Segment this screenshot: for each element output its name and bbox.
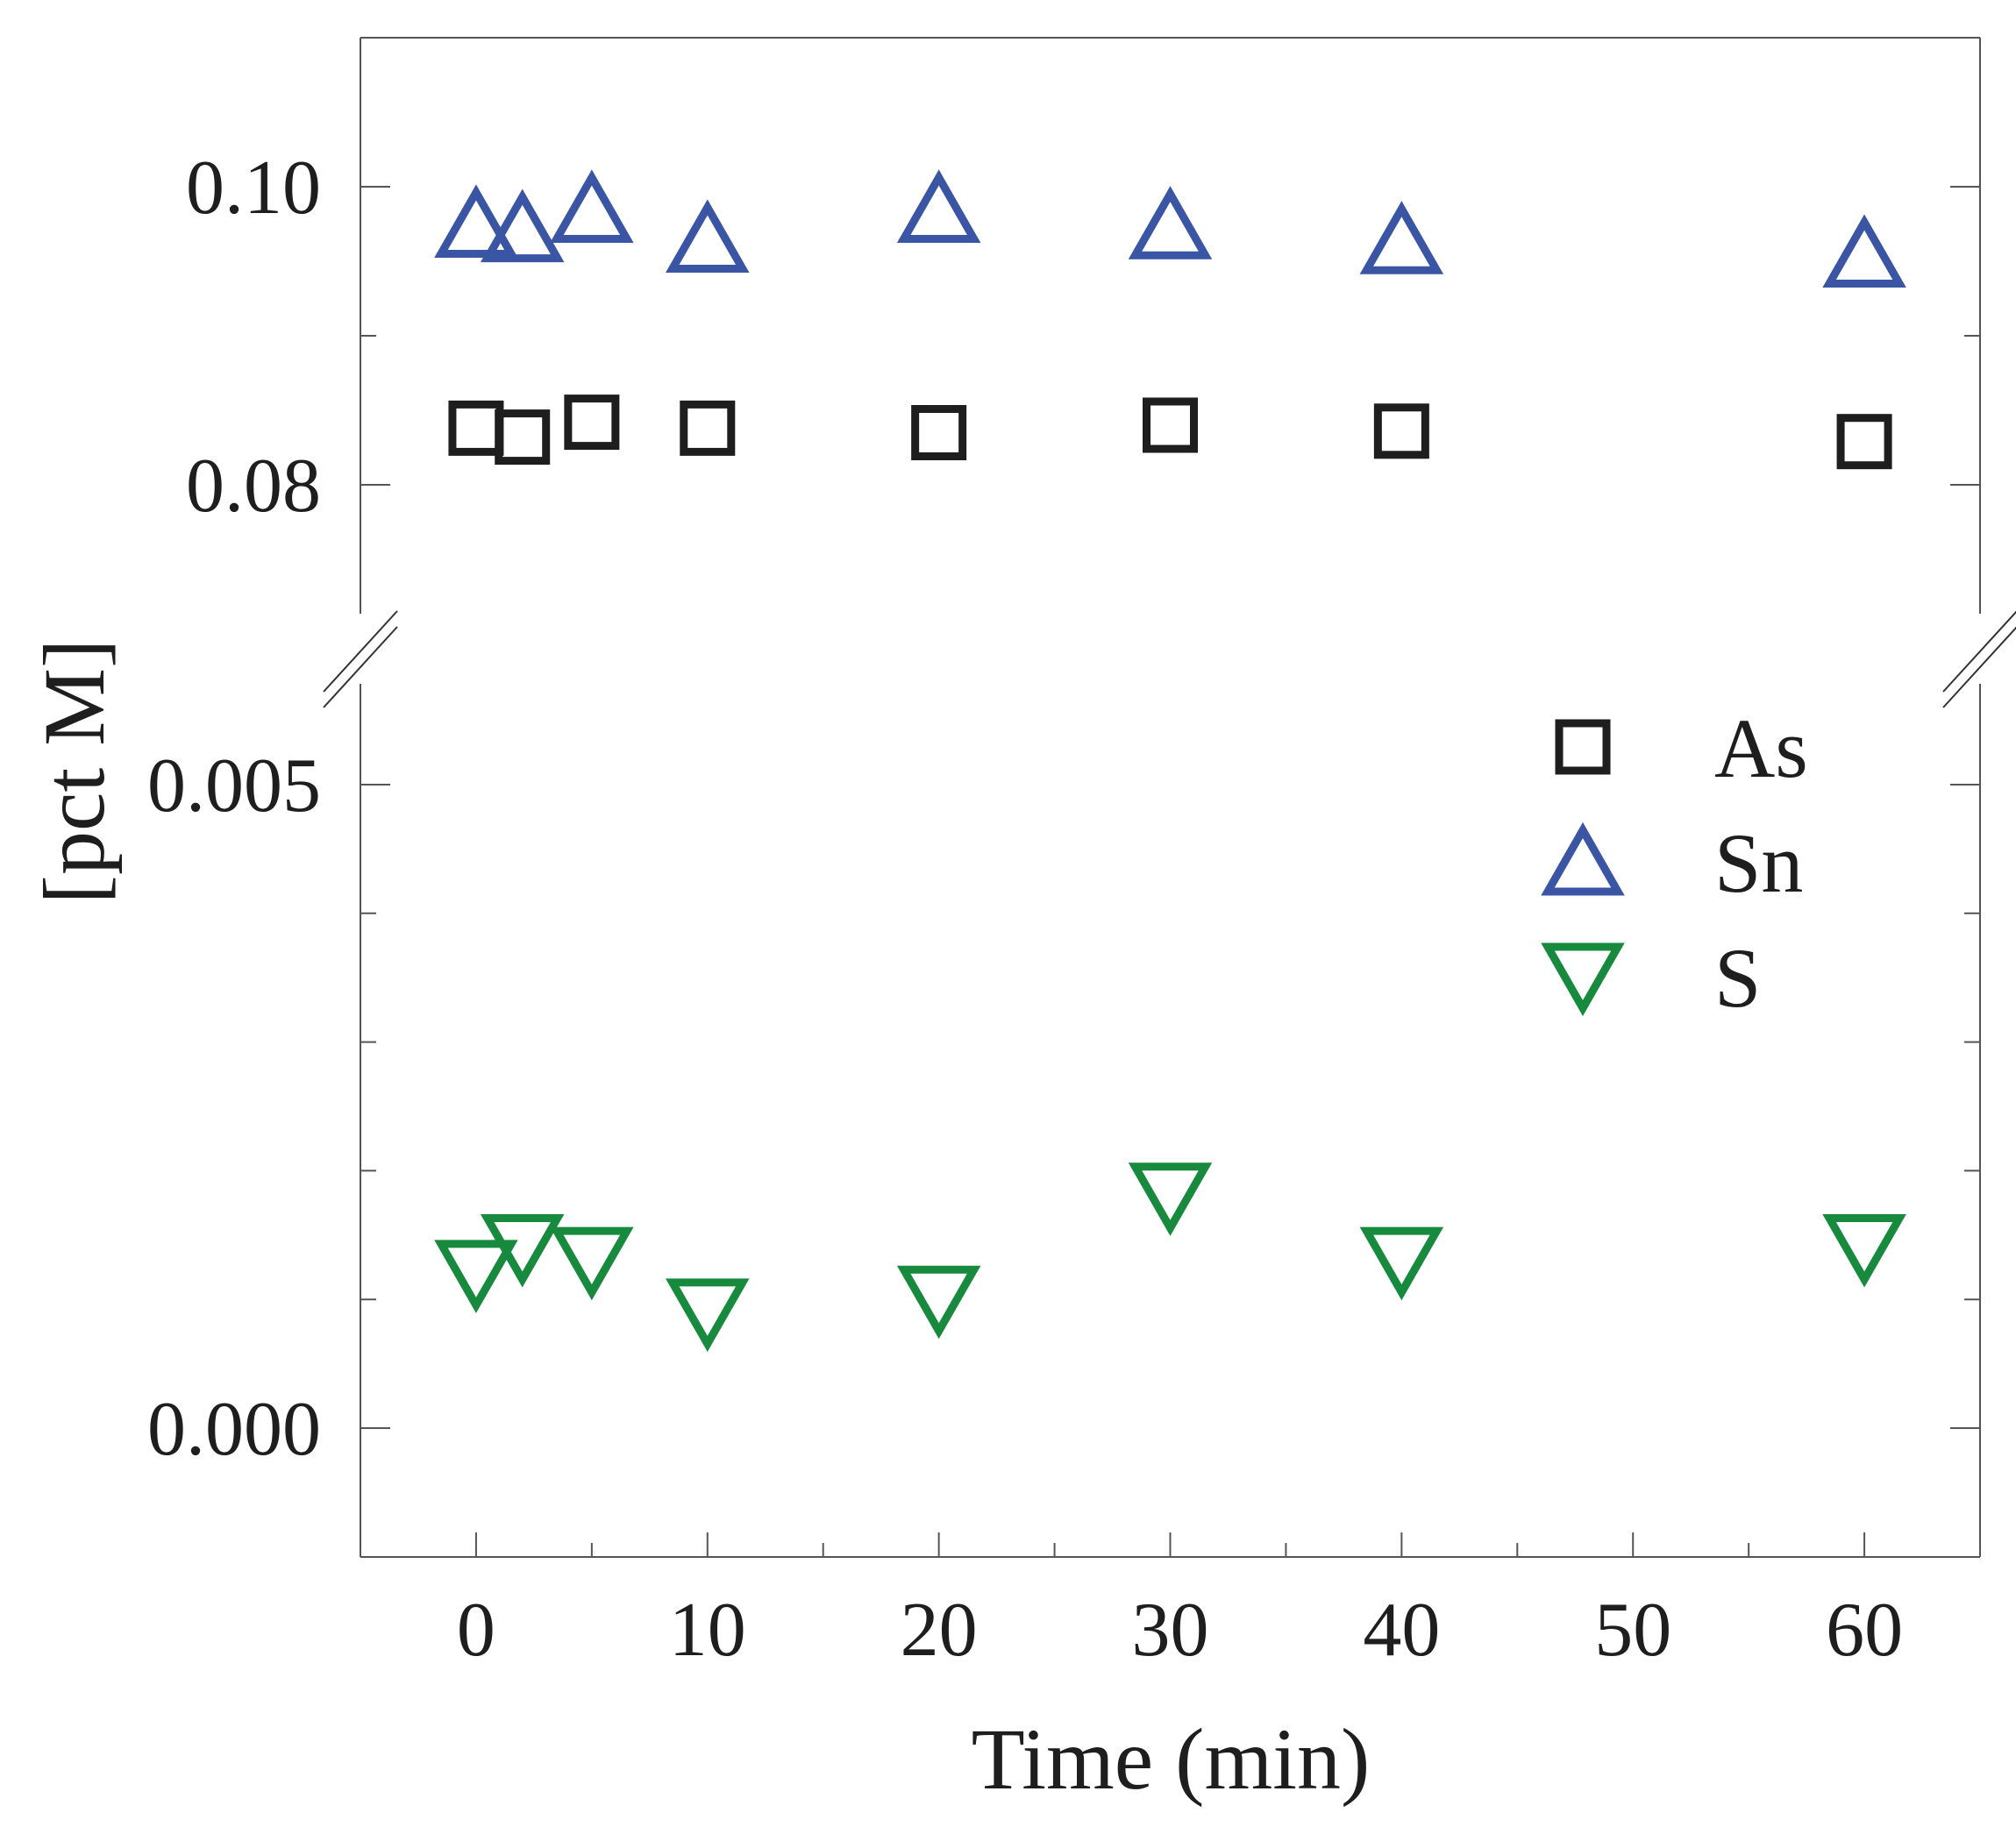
data-point-as <box>911 405 967 460</box>
data-point-sn <box>1128 186 1213 259</box>
data-point-sn <box>896 169 981 243</box>
x-tick-label: 20 <box>901 1588 978 1673</box>
y-tick-label: 0.005 <box>147 743 321 828</box>
x-tick-label: 30 <box>1132 1588 1209 1673</box>
x-tick-label: 10 <box>669 1588 746 1673</box>
data-point-as <box>495 409 551 466</box>
x-tick-label: 40 <box>1363 1588 1440 1673</box>
left-axis-break-mark-1 <box>323 610 398 693</box>
legend-marker-sn <box>1541 821 1625 896</box>
data-point-sn <box>1822 214 1906 288</box>
data-point-s <box>434 1240 518 1313</box>
data-points <box>434 169 1906 1352</box>
x-tick-label: 0 <box>457 1588 495 1673</box>
data-point-as <box>1836 414 1892 470</box>
x-tick-label: 50 <box>1594 1588 1671 1673</box>
x-axis-title: Time (min) <box>972 1710 1371 1808</box>
legend-marker-s <box>1541 942 1625 1017</box>
right-axis-break-mark-1 <box>1942 610 2016 693</box>
plot-frame <box>323 37 2016 1558</box>
legend-label-s: S <box>1714 931 1761 1025</box>
data-point-as <box>680 400 736 456</box>
left-axis-break-mark-2 <box>323 626 398 708</box>
axis-ticks: 0 10 20 30 40 50 60 0.08 0.10 0.000 0.005 <box>147 146 1980 1673</box>
data-point-as <box>1373 403 1429 459</box>
data-point-sn <box>1359 201 1444 274</box>
data-point-sn <box>550 169 634 243</box>
legend-marker-as <box>1555 719 1611 775</box>
data-point-sn <box>434 184 518 258</box>
legend: As Sn S <box>1541 701 1808 1025</box>
data-point-s <box>550 1226 634 1301</box>
data-point-s <box>1822 1213 1906 1288</box>
y-axis-title: [pct M] <box>25 639 123 905</box>
data-point-s <box>896 1265 981 1340</box>
y-tick-label: 0.10 <box>186 146 321 231</box>
data-point-sn <box>480 188 565 263</box>
legend-label-sn: Sn <box>1714 816 1803 910</box>
x-tick-label: 60 <box>1826 1588 1903 1673</box>
data-point-as <box>564 395 620 451</box>
data-point-as <box>1143 397 1198 453</box>
data-point-s <box>480 1213 565 1288</box>
y-tick-label: 0.000 <box>147 1387 321 1472</box>
data-point-as <box>448 400 504 456</box>
data-point-s <box>1359 1226 1444 1301</box>
right-axis-break-mark-2 <box>1942 626 2016 708</box>
data-point-s <box>1128 1162 1213 1236</box>
data-point-s <box>666 1278 750 1352</box>
legend-label-as: As <box>1714 701 1808 795</box>
data-point-sn <box>666 199 750 273</box>
y-tick-label: 0.08 <box>186 444 321 529</box>
